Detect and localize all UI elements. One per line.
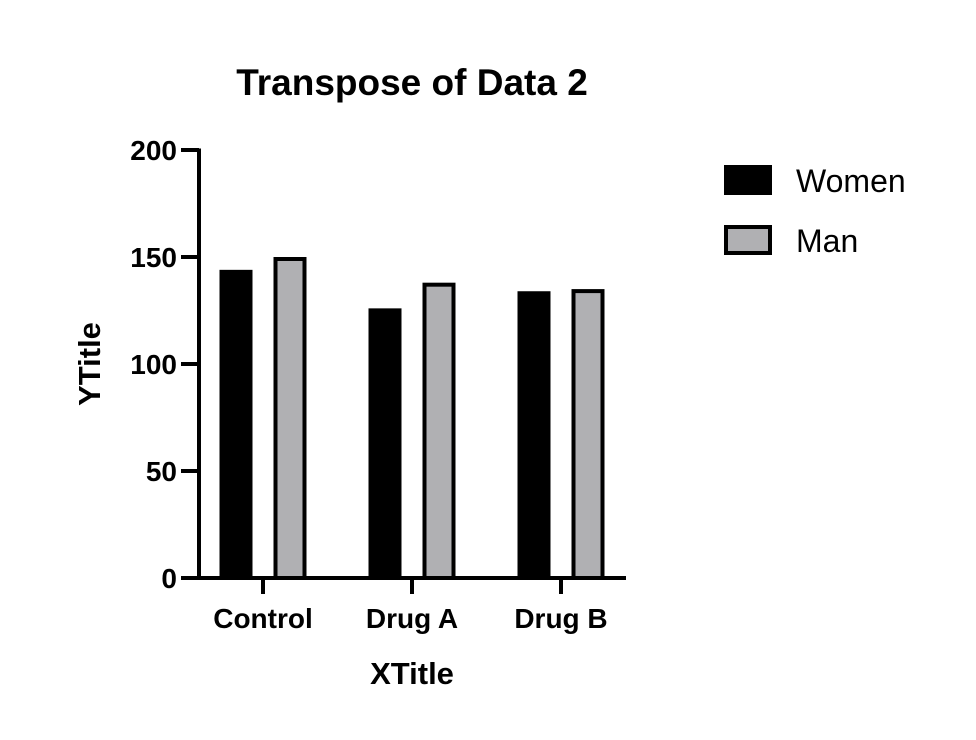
legend-label-man: Man	[796, 223, 858, 259]
bar-women-drug-b	[517, 291, 551, 580]
y-tick-label: 150	[130, 242, 177, 273]
legend-label-women: Women	[796, 163, 906, 199]
bar-man-drug-b	[571, 289, 605, 580]
chart-title: Transpose of Data 2	[236, 62, 588, 103]
bars	[219, 257, 605, 580]
bar-man-control	[273, 257, 307, 580]
x-tick-label: Control	[213, 603, 313, 634]
bar-women-control	[219, 269, 253, 580]
x-axis-title: XTitle	[370, 656, 454, 691]
y-axis-title: YTitle	[72, 322, 107, 406]
legend: Women Man	[724, 163, 906, 259]
x-axis: Control Drug A Drug B	[197, 576, 626, 634]
legend-swatch-women	[724, 165, 772, 195]
y-tick-label: 50	[146, 456, 177, 487]
x-tick-label: Drug A	[366, 603, 458, 634]
y-tick-label: 100	[130, 349, 177, 380]
y-tick-label: 200	[130, 135, 177, 166]
y-tick-label: 0	[161, 563, 177, 594]
bar-women-drug-a	[368, 308, 402, 580]
y-axis: 0 50 100 150 200	[130, 135, 201, 594]
x-tick-label: Drug B	[514, 603, 607, 634]
legend-swatch-man	[724, 225, 772, 255]
bar-man-drug-a	[422, 282, 456, 580]
